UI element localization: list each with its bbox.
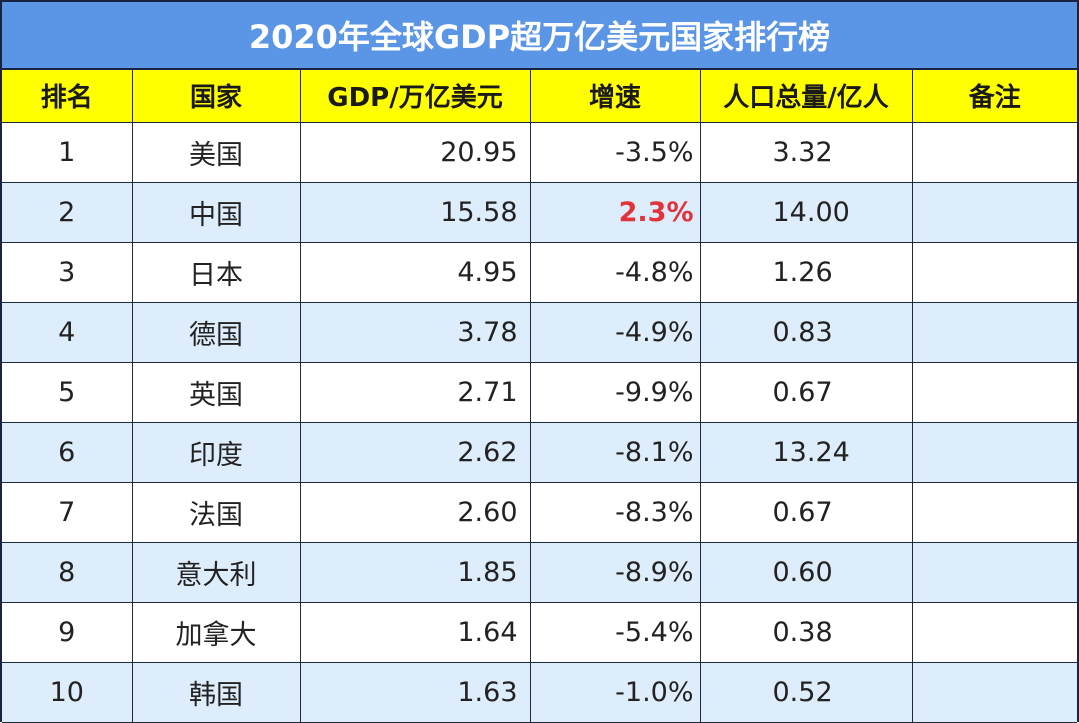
cell-population[interactable]: 0.67: [699, 481, 913, 543]
cell-gdp[interactable]: 2.60: [299, 481, 531, 543]
cell-note[interactable]: [911, 541, 1077, 603]
cell-growth[interactable]: -3.5%: [529, 121, 701, 183]
cell-population[interactable]: 0.60: [699, 541, 913, 603]
cell-country[interactable]: 日本: [131, 241, 301, 303]
cell-growth-positive[interactable]: 2.3%: [529, 181, 701, 243]
cell-country[interactable]: 美国: [131, 121, 301, 183]
cell-note[interactable]: [911, 601, 1077, 663]
cell-country[interactable]: 法国: [131, 481, 301, 543]
cell-gdp[interactable]: 20.95: [299, 121, 531, 183]
cell-population[interactable]: 13.24: [699, 421, 913, 483]
cell-population[interactable]: 3.32: [699, 121, 913, 183]
cell-growth[interactable]: -8.1%: [529, 421, 701, 483]
cell-rank[interactable]: 1: [2, 121, 133, 183]
cell-note[interactable]: [911, 121, 1077, 183]
cell-gdp[interactable]: 1.63: [299, 661, 531, 723]
cell-note[interactable]: [911, 181, 1077, 243]
header-row: 排名 国家 GDP/万亿美元 增速 人口总量/亿人 备注: [2, 70, 1077, 123]
cell-population[interactable]: 0.83: [699, 301, 913, 363]
table-row: 8 意大利 1.85 -8.9% 0.60: [2, 541, 1077, 603]
cell-country[interactable]: 德国: [131, 301, 301, 363]
cell-country[interactable]: 韩国: [131, 661, 301, 723]
cell-rank[interactable]: 10: [2, 661, 133, 723]
table-row: 6 印度 2.62 -8.1% 13.24: [2, 421, 1077, 483]
table-row: 2 中国 15.58 2.3% 14.00: [2, 181, 1077, 243]
cell-country[interactable]: 加拿大: [131, 601, 301, 663]
header-country: 国家: [131, 70, 301, 123]
header-gdp: GDP/万亿美元: [299, 70, 531, 123]
cell-country[interactable]: 印度: [131, 421, 301, 483]
cell-note[interactable]: [911, 481, 1077, 543]
cell-country[interactable]: 英国: [131, 361, 301, 423]
cell-gdp[interactable]: 4.95: [299, 241, 531, 303]
cell-country[interactable]: 中国: [131, 181, 301, 243]
cell-population[interactable]: 14.00: [699, 181, 913, 243]
header-note: 备注: [911, 70, 1077, 123]
cell-rank[interactable]: 3: [2, 241, 133, 303]
cell-note[interactable]: [911, 421, 1077, 483]
cell-gdp[interactable]: 2.71: [299, 361, 531, 423]
cell-gdp[interactable]: 3.78: [299, 301, 531, 363]
cell-population[interactable]: 1.26: [699, 241, 913, 303]
cell-growth[interactable]: -9.9%: [529, 361, 701, 423]
cell-gdp[interactable]: 2.62: [299, 421, 531, 483]
cell-gdp[interactable]: 15.58: [299, 181, 531, 243]
header-growth: 增速: [529, 70, 701, 123]
cell-rank[interactable]: 7: [2, 481, 133, 543]
gdp-ranking-table: 排名 国家 GDP/万亿美元 增速 人口总量/亿人 备注 1 美国 20.95 …: [2, 70, 1077, 723]
table-row: 7 法国 2.60 -8.3% 0.67: [2, 481, 1077, 543]
header-rank: 排名: [2, 70, 133, 123]
cell-rank[interactable]: 8: [2, 541, 133, 603]
cell-note[interactable]: [911, 361, 1077, 423]
cell-rank[interactable]: 6: [2, 421, 133, 483]
table-row: 5 英国 2.71 -9.9% 0.67: [2, 361, 1077, 423]
cell-rank[interactable]: 9: [2, 601, 133, 663]
cell-growth[interactable]: -1.0%: [529, 661, 701, 723]
cell-population[interactable]: 0.67: [699, 361, 913, 423]
table-row: 1 美国 20.95 -3.5% 3.32: [2, 121, 1077, 183]
cell-note[interactable]: [911, 241, 1077, 303]
cell-population[interactable]: 0.38: [699, 601, 913, 663]
cell-country[interactable]: 意大利: [131, 541, 301, 603]
cell-growth[interactable]: -8.9%: [529, 541, 701, 603]
cell-population[interactable]: 0.52: [699, 661, 913, 723]
table-row: 4 德国 3.78 -4.9% 0.83: [2, 301, 1077, 363]
cell-growth[interactable]: -8.3%: [529, 481, 701, 543]
cell-rank[interactable]: 4: [2, 301, 133, 363]
table-row: 10 韩国 1.63 -1.0% 0.52: [2, 661, 1077, 723]
cell-growth[interactable]: -5.4%: [529, 601, 701, 663]
cell-note[interactable]: [911, 661, 1077, 723]
cell-gdp[interactable]: 1.64: [299, 601, 531, 663]
table-title: 2020年全球GDP超万亿美元国家排行榜: [2, 2, 1077, 70]
cell-growth[interactable]: -4.8%: [529, 241, 701, 303]
cell-growth[interactable]: -4.9%: [529, 301, 701, 363]
cell-gdp[interactable]: 1.85: [299, 541, 531, 603]
cell-rank[interactable]: 2: [2, 181, 133, 243]
cell-note[interactable]: [911, 301, 1077, 363]
table-row: 9 加拿大 1.64 -5.4% 0.38: [2, 601, 1077, 663]
cell-rank[interactable]: 5: [2, 361, 133, 423]
table-row: 3 日本 4.95 -4.8% 1.26: [2, 241, 1077, 303]
header-population: 人口总量/亿人: [699, 70, 913, 123]
